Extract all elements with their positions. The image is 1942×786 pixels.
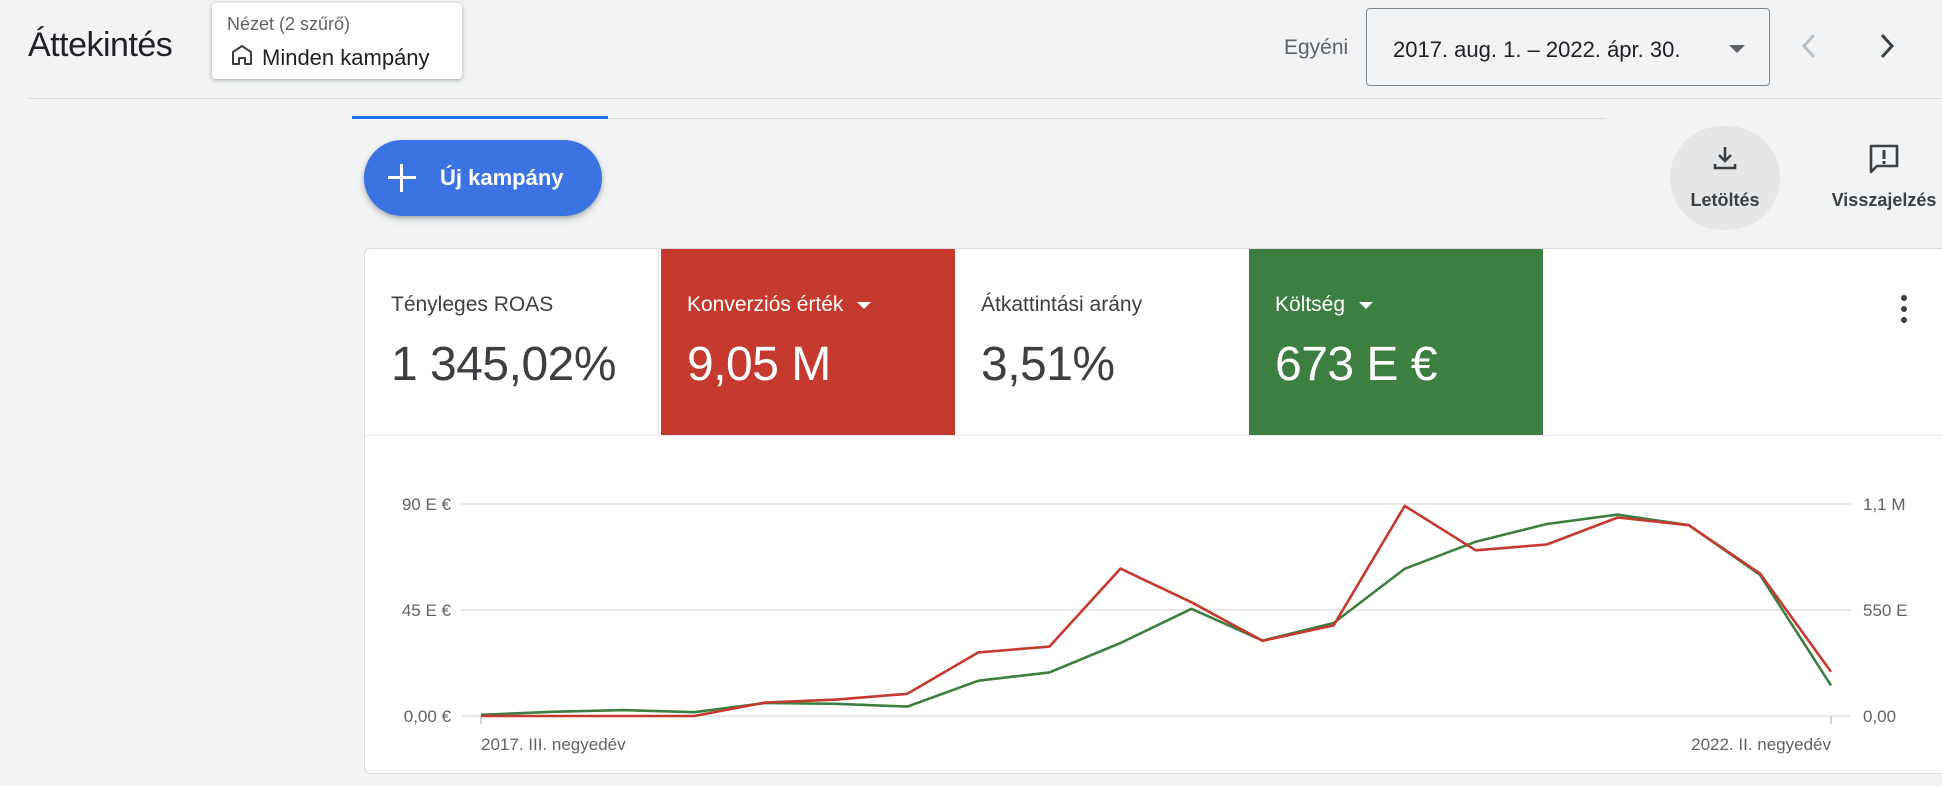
plus-icon xyxy=(388,164,416,192)
x-tick-label: 2017. III. negyedév xyxy=(481,735,626,754)
previous-period-button[interactable] xyxy=(1790,26,1830,66)
chevron-left-icon xyxy=(1801,33,1816,59)
building-icon xyxy=(230,43,254,72)
y-right-tick-label: 1,1 M xyxy=(1863,495,1906,514)
more-vert-icon xyxy=(1901,295,1907,323)
metric-label: Konverziós érték xyxy=(687,293,872,317)
view-selector[interactable]: Nézet (2 szűrő) Minden kampány xyxy=(212,3,462,79)
new-campaign-button[interactable]: Új kampány xyxy=(364,140,602,216)
feedback-button[interactable]: Visszajelzés xyxy=(1826,126,1942,230)
y-right-tick-label: 550 E xyxy=(1863,601,1907,620)
dropdown-arrow-icon xyxy=(1729,45,1745,53)
metric-value: 1 345,02% xyxy=(391,338,617,391)
feedback-icon xyxy=(1867,142,1901,179)
y-right-tick-label: 0,00 xyxy=(1863,707,1896,726)
download-button[interactable]: Letöltés xyxy=(1670,126,1780,230)
tab-bar xyxy=(352,118,1606,119)
view-value: Minden kampány xyxy=(262,44,430,70)
more-options-button[interactable] xyxy=(1889,289,1919,329)
metric-ctr[interactable]: Átkattintási arány 3,51% xyxy=(955,249,1249,435)
view-row: Minden kampány xyxy=(230,43,430,72)
view-caption: Nézet (2 szűrő) xyxy=(227,14,351,34)
metric-value: 673 E € xyxy=(1275,338,1437,391)
y-left-tick-label: 90 E € xyxy=(402,495,452,514)
x-tick-label: 2022. II. negyedév xyxy=(1691,735,1831,754)
metric-value: 3,51% xyxy=(981,338,1115,391)
series-line-conversion-value xyxy=(481,504,1833,718)
download-icon xyxy=(1709,142,1741,179)
line-chart: 0,00 € 0,00 45 E € 550 E 90 E € 1,1 M 2017. II… xyxy=(402,495,1908,754)
y-left-tick-label: 45 E € xyxy=(402,601,452,620)
date-range-value: 2017. aug. 1. – 2022. ápr. 30. xyxy=(1393,37,1681,62)
header-divider xyxy=(28,98,1942,99)
active-tab-indicator xyxy=(352,116,608,119)
next-period-button[interactable] xyxy=(1866,26,1906,66)
caret-down-icon xyxy=(1359,301,1374,309)
metric-roas[interactable]: Tényleges ROAS 1 345,02% xyxy=(365,249,659,435)
metrics-divider xyxy=(365,435,1942,436)
page-title: Áttekintés xyxy=(28,26,173,64)
metric-label: Költség xyxy=(1275,293,1374,317)
date-range-picker[interactable]: 2017. aug. 1. – 2022. ápr. 30. xyxy=(1366,8,1770,86)
y-left-tick-label: 0,00 € xyxy=(404,707,452,726)
chevron-right-icon xyxy=(1880,33,1895,59)
caret-down-icon xyxy=(857,301,872,309)
performance-card: Tényleges ROAS 1 345,02% Konverziós érté… xyxy=(364,248,1942,774)
new-campaign-label: Új kampány xyxy=(440,165,564,190)
metric-label: Tényleges ROAS xyxy=(391,293,554,316)
series-line-cost xyxy=(480,513,1833,717)
download-label: Letöltés xyxy=(1690,190,1760,210)
metric-label: Átkattintási arány xyxy=(981,293,1143,316)
feedback-label: Visszajelzés xyxy=(1831,190,1937,210)
metric-conversion-value[interactable]: Konverziós érték 9,05 M xyxy=(661,249,955,435)
metric-cost[interactable]: Költség 673 E € xyxy=(1249,249,1543,435)
date-mode-label: Egyéni xyxy=(1284,36,1349,59)
metric-value: 9,05 M xyxy=(687,338,831,391)
